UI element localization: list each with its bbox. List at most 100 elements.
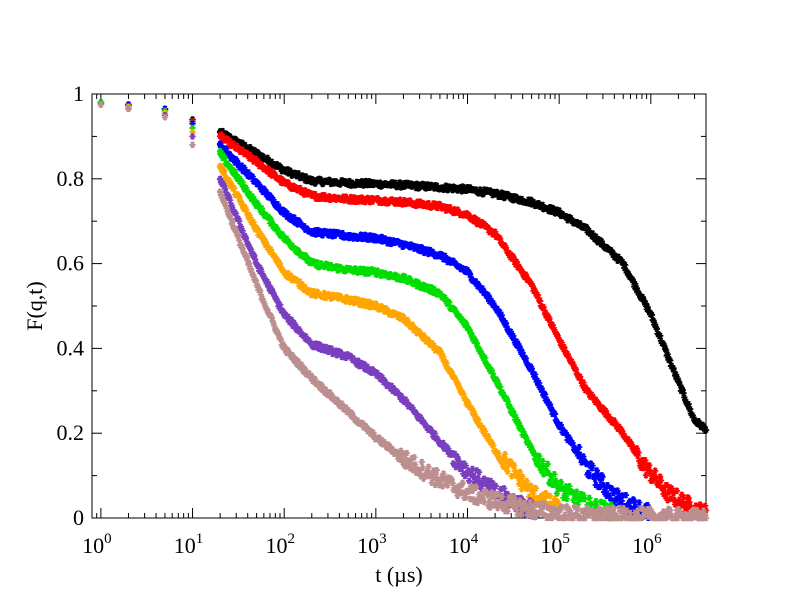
data-point	[239, 179, 246, 186]
data-point	[494, 305, 501, 313]
data-point	[460, 489, 467, 496]
data-point	[403, 449, 411, 457]
data-point	[529, 282, 536, 290]
data-point	[686, 498, 693, 506]
data-point	[528, 503, 536, 510]
data-point	[471, 475, 479, 483]
data-point	[549, 509, 556, 517]
data-point	[553, 513, 561, 521]
data-point	[189, 120, 196, 127]
data-point	[551, 481, 559, 488]
plot-area	[91, 93, 710, 522]
series-blue	[97, 99, 655, 522]
data-point	[481, 427, 489, 435]
data-point	[475, 468, 483, 476]
data-point	[433, 466, 441, 474]
data-point	[580, 379, 587, 386]
data-point	[396, 196, 404, 203]
data-point	[243, 187, 250, 194]
data-point	[456, 385, 464, 392]
data-point	[644, 467, 651, 474]
data-point	[285, 270, 292, 277]
data-point	[239, 227, 246, 235]
data-point	[227, 215, 235, 222]
data-point	[428, 479, 436, 487]
data-point	[504, 468, 511, 475]
data-point	[223, 205, 230, 212]
data-point	[245, 169, 252, 176]
data-point	[301, 191, 308, 198]
data-point	[301, 365, 309, 373]
data-point	[671, 368, 678, 375]
data-point	[227, 164, 235, 171]
data-point	[308, 372, 316, 380]
data-point	[589, 462, 596, 469]
data-point	[601, 484, 609, 491]
data-point	[702, 514, 710, 522]
data-point	[421, 332, 428, 339]
data-point	[585, 387, 592, 394]
data-point	[239, 245, 246, 252]
data-point	[488, 489, 496, 496]
data-point	[664, 496, 671, 504]
data-point	[231, 185, 238, 192]
data-point	[563, 495, 571, 503]
data-point	[305, 256, 312, 263]
data-point	[280, 207, 287, 214]
data-point	[613, 495, 620, 503]
data-point	[596, 505, 603, 512]
data-point	[233, 228, 240, 236]
data-point	[390, 385, 398, 393]
data-point	[424, 467, 431, 475]
data-point	[352, 181, 360, 189]
data-point	[294, 221, 301, 228]
data-point	[287, 272, 295, 279]
data-point	[439, 483, 446, 490]
data-point	[610, 505, 617, 512]
data-point	[570, 496, 577, 504]
data-point	[222, 189, 230, 196]
data-point	[661, 487, 668, 494]
data-point	[225, 136, 232, 144]
data-point	[486, 363, 493, 371]
data-point	[485, 433, 492, 440]
data-point	[431, 481, 439, 489]
data-point	[498, 493, 506, 500]
data-point	[502, 319, 510, 327]
data-point	[548, 406, 555, 413]
data-point	[518, 485, 525, 493]
data-point	[468, 483, 476, 491]
x-tick-label: 103	[357, 531, 387, 558]
data-point	[550, 205, 557, 213]
data-point	[314, 226, 321, 234]
data-point	[584, 504, 591, 512]
data-point	[301, 283, 309, 291]
data-point	[241, 164, 248, 171]
data-point	[657, 477, 665, 484]
data-point	[651, 471, 658, 479]
data-point	[496, 383, 504, 391]
data-point	[535, 458, 542, 465]
data-point	[532, 485, 540, 492]
data-point	[700, 507, 707, 514]
data-point	[397, 447, 405, 455]
data-point	[496, 309, 504, 316]
data-point	[229, 218, 236, 226]
data-point	[236, 218, 243, 225]
data-point	[614, 487, 621, 494]
data-point	[479, 285, 486, 292]
data-point	[475, 417, 482, 424]
data-point	[255, 158, 262, 166]
data-point	[561, 347, 569, 354]
data-point	[574, 501, 581, 508]
data-point	[440, 353, 447, 360]
data-point	[664, 351, 671, 358]
data-point	[574, 505, 581, 512]
data-point	[701, 502, 709, 510]
data-point	[425, 463, 432, 470]
data-point	[541, 502, 549, 509]
data-point	[663, 481, 671, 489]
series-black	[97, 99, 710, 435]
data-point	[451, 450, 459, 458]
data-point	[235, 174, 242, 182]
